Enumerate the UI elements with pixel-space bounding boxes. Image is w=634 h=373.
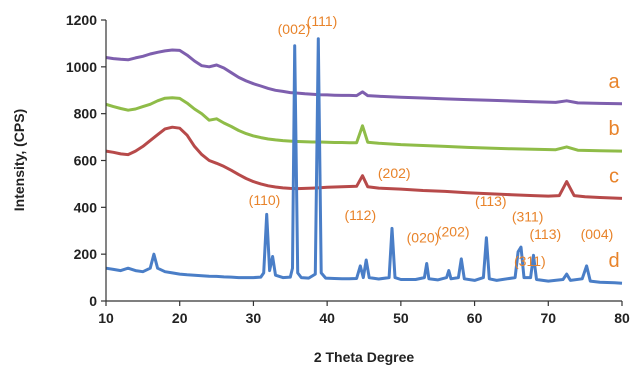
y-tick-label: 200 [74,246,98,262]
peak-label: (311) [514,253,546,269]
peak-label: (112) [344,207,376,223]
series-line-c [105,125,623,200]
peak-label: (002) [278,21,311,37]
y-ticks: 0 200 400 600 800 1000 1200 [66,12,106,309]
y-tick-label: 0 [89,293,97,309]
series-layer [105,37,623,285]
peak-label: (110) [249,192,281,208]
y-tick-label: 600 [74,153,98,169]
x-tick-label: 40 [319,310,335,326]
x-tick-label: 10 [98,310,114,326]
x-tick-label: 20 [172,310,188,326]
y-tick-label: 1200 [66,12,97,28]
series-label-b: b [608,118,619,140]
peak-label: (202) [378,165,411,181]
y-tick-label: 800 [74,106,98,122]
x-ticks: 10 20 30 40 50 60 70 80 [98,301,630,326]
x-tick-label: 30 [246,310,262,326]
x-tick-label: 70 [540,310,556,326]
peak-label: (113) [530,226,562,242]
peak-label: (111) [307,13,338,29]
x-tick-label: 50 [393,310,409,326]
series-label-d: d [608,250,619,272]
y-tick-label: 400 [74,199,98,215]
y-axis-title: Intensity, (CPS) [11,109,27,211]
series-line-d [105,37,623,285]
series-label-c: c [609,165,619,187]
peak-labels: (002)(111)(110)(202)(112)(020)(202)(113)… [249,13,614,269]
peak-label: (020) [407,229,440,245]
series-line-a [105,48,623,106]
peak-label: (004) [581,226,614,242]
peak-label: (202) [437,224,470,240]
series-labels: a b c d [608,71,620,272]
series-label-a: a [608,71,620,93]
peak-label: (311) [512,208,544,224]
peak-label: (113) [475,193,507,209]
x-tick-label: 80 [614,310,630,326]
x-tick-label: 60 [467,310,483,326]
series-line-b [105,96,623,153]
y-tick-label: 1000 [66,59,97,75]
x-axis-title: 2 Theta Degree [314,349,415,365]
